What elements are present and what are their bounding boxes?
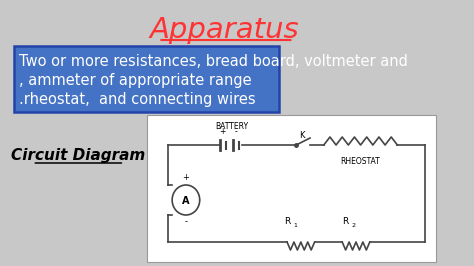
Text: Circuit Diagram: Circuit Diagram: [11, 148, 146, 163]
Text: Apparatus: Apparatus: [150, 16, 300, 44]
Text: R: R: [284, 217, 290, 226]
Text: -: -: [235, 127, 238, 136]
Text: 1: 1: [293, 223, 297, 228]
FancyBboxPatch shape: [14, 46, 279, 112]
Text: R: R: [342, 217, 348, 226]
Text: .rheostat,  and connecting wires: .rheostat, and connecting wires: [18, 92, 255, 107]
Text: +: +: [219, 127, 226, 136]
Text: BATTERY: BATTERY: [215, 122, 248, 131]
Text: RHEOSTAT: RHEOSTAT: [341, 157, 381, 166]
Text: Two or more resistances, bread board, voltmeter and: Two or more resistances, bread board, vo…: [18, 54, 408, 69]
Text: A: A: [182, 196, 190, 206]
Text: , ammeter of appropriate range: , ammeter of appropriate range: [18, 73, 251, 88]
Text: +: +: [182, 173, 190, 182]
Text: K: K: [299, 131, 304, 140]
Text: -: -: [184, 217, 187, 226]
Text: 2: 2: [351, 223, 356, 228]
FancyBboxPatch shape: [147, 115, 436, 262]
